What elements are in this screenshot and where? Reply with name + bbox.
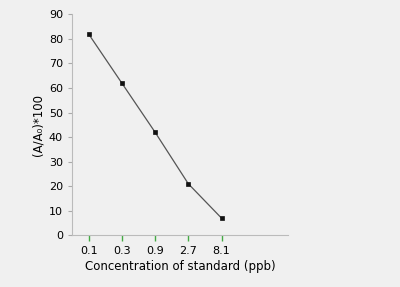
X-axis label: Concentration of standard (ppb): Concentration of standard (ppb) <box>85 260 275 273</box>
Y-axis label: (A/A₀)*100: (A/A₀)*100 <box>32 94 45 156</box>
